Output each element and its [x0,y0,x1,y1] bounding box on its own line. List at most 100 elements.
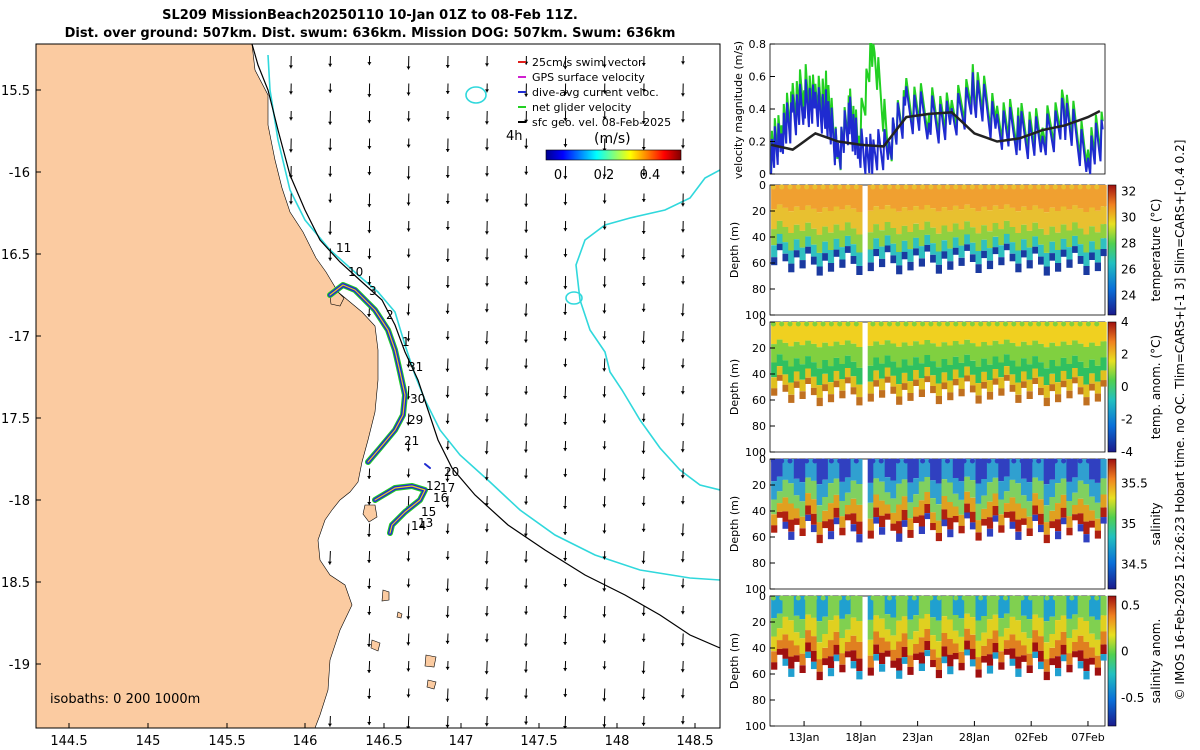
heatmap-cell [1055,250,1062,263]
heatmap-cell [1094,518,1101,531]
surface-sample [770,458,776,464]
heatmap-colorbar [1107,458,1117,590]
heatmap-cell [1072,459,1079,478]
surface-sample [1094,595,1100,601]
heatmap-cell [782,185,789,208]
heatmap-cell [918,637,925,653]
heatmap-cell [1009,207,1016,227]
heatmap-cell [844,505,852,515]
heatmap-cell [1077,361,1084,377]
surface-sample [795,458,801,464]
velocity-arrowhead [641,612,646,616]
heatmap-cell [924,221,931,235]
heatmap-cell [1060,322,1067,342]
heatmap-cell [896,521,903,534]
heatmap-cell [1072,185,1079,206]
colorbar-tick-label: 32 [1121,185,1136,199]
heatmap-cell [1072,629,1079,642]
heatmap-cell [867,639,874,656]
heatmap-cell [1066,247,1073,260]
isobath-200m [267,54,720,581]
heatmap-cell [1060,517,1067,525]
heatmap-cell [1009,596,1016,617]
velocity-arrowhead [563,364,568,368]
velocity-arrowhead [641,696,646,700]
heatmap-cell [844,642,852,652]
heatmap-cell [952,630,959,644]
surface-sample [1077,595,1083,601]
heatmap-cell [986,345,994,365]
heatmap-cell [816,368,823,386]
velocity-arrowhead [406,532,411,536]
surface-sample [978,458,984,464]
heatmap-cell [1077,524,1084,532]
heatmap-cell [1100,517,1107,524]
heatmap-cell [879,515,886,527]
title-line-1: SL209 MissionBeach20250110 10-Jan 01Z to… [162,8,578,23]
velocity-series-line [770,72,1104,175]
velocity-arrowhead [680,391,685,395]
heatmap-cell [969,634,977,649]
heatmap-cell [998,257,1005,266]
heatmap-cell [793,518,800,525]
heatmap-cell [844,614,852,630]
heatmap-cell [890,660,897,668]
lon-tick-label: 147 [449,734,474,749]
heatmap-cell [776,374,783,381]
heatmap-cell [833,341,840,358]
velocity-arrowhead [563,66,568,70]
heatmap-cell [896,596,903,621]
velocity-arrowhead [523,669,528,673]
heatmap-cell [935,383,942,396]
velocity-arrowhead [367,586,372,590]
heatmap-cell [1094,262,1101,272]
heatmap-cell [941,459,948,480]
heatmap-cell [930,343,937,362]
heatmap-cell [1094,365,1101,382]
heatmap-cell [1100,644,1107,655]
heatmap-cell [1026,210,1033,231]
heatmap-cell [913,357,920,370]
heatmap-cell [969,374,977,386]
heatmap-cell [964,354,971,367]
heatmap-cell [1094,185,1101,211]
heatmap-cell [1032,651,1039,658]
velocity-arrowhead [367,533,372,537]
surface-sample [920,321,926,327]
heatmap-cell [1003,185,1011,205]
heatmap-cell [1043,397,1050,407]
heatmap-cell [776,354,783,367]
velocity-arrowhead [485,199,490,203]
heatmap-cell [913,379,920,386]
velocity-arrowhead [680,475,685,479]
heatmap-cell [776,243,783,251]
velocity-arrowhead [641,88,646,92]
heatmap-cell [930,635,937,650]
velocity-arrowhead [484,393,489,397]
heatmap-cell [1009,648,1016,659]
colorbar-tick-label: 28 [1121,237,1136,251]
heatmap-cell [958,245,965,258]
heatmap-cell [975,322,982,347]
heatmap-cell [788,322,795,347]
heatmap-cell [941,185,948,208]
heatmap-cell [1094,639,1101,656]
colorbar-tick-label: 4 [1121,315,1129,329]
heatmap-cell [952,379,959,386]
heatmap-cell [913,459,920,479]
time-tick-label: 18Jan [845,731,876,744]
heatmap-cell [793,645,800,656]
colorbar-tick-label: 0.5 [1121,598,1140,612]
heatmap-cell [1083,384,1090,398]
colorbar-tick-label: 30 [1121,211,1136,225]
heatmap-cell [1038,228,1045,245]
isobath-200m-offshore [575,169,720,491]
time-label: 4h [506,129,523,144]
heatmap-cell [839,664,846,673]
heatmap-cell [964,596,971,614]
heatmap-cell [1072,368,1079,378]
heatmap-cell [793,381,800,388]
heatmap-cell [839,596,846,619]
track-day-label: 12 [426,479,441,493]
heatmap-cell [799,653,806,666]
